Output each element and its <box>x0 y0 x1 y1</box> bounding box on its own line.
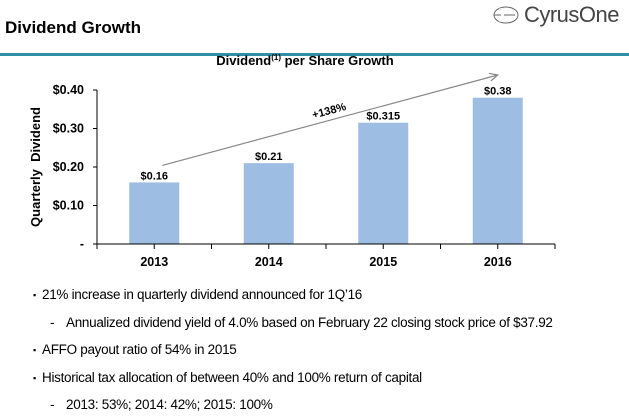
bullet-text: AFFO payout ratio of 54% in 2015 <box>42 342 237 357</box>
dividend-bar-chart: Dividend(1) per Share Growth Quarterly D… <box>28 53 556 269</box>
logo-text: CyrusOne <box>523 2 620 27</box>
bullet-text: Historical tax allocation of between 40%… <box>42 369 422 385</box>
data-label: $0.38 <box>484 86 512 98</box>
x-tick-label: 2014 <box>255 255 283 269</box>
chart-title: Dividend(1) per Share Growth <box>216 53 393 68</box>
bullet-text: 2013: 53%; 2014: 42%; 2015: 100% <box>66 397 273 412</box>
y-tick-label: - <box>80 237 84 251</box>
growth-annotation: +138% <box>311 101 348 122</box>
sub-bullet-item: - Annualized dividend yield of 4.0% based… <box>50 314 553 330</box>
bullet-marker: - <box>50 314 55 330</box>
y-tick-label: $0.20 <box>53 160 84 174</box>
y-tick-label: $0.40 <box>53 83 84 97</box>
data-label: $0.315 <box>366 111 400 123</box>
data-label: $0.21 <box>255 151 283 163</box>
header-rule <box>0 53 629 56</box>
y-axis-label: Quarterly Dividend <box>28 107 43 227</box>
bullet-marker: ▪ <box>33 290 36 300</box>
bullet-text: 21% increase in quarterly dividend annou… <box>42 287 363 302</box>
cyrusone-logo: CyrusOne <box>491 2 620 28</box>
bullet-text: Annualized dividend yield of 4.0% based … <box>66 314 553 330</box>
globe-logo-icon <box>493 6 519 24</box>
bar-2014 <box>243 163 294 244</box>
sub-bullet-item: -2013: 53%; 2014: 42%; 2015: 100% <box>50 397 273 412</box>
bullet-marker: ▪ <box>33 345 36 355</box>
x-tick-label: 2016 <box>484 255 512 269</box>
bar-2016 <box>472 97 523 244</box>
bullet-marker: ▪ <box>33 372 36 383</box>
arrow-head-icon <box>488 72 500 82</box>
bar-2013 <box>129 182 180 244</box>
bullet-item: ▪ 21% increase in quarterly dividend anno… <box>33 287 363 302</box>
bar-2015 <box>358 122 409 244</box>
y-tick-label: $0.10 <box>53 199 84 213</box>
x-tick-label: 2013 <box>140 255 168 269</box>
bullet-item: ▪ AFFO payout ratio of 54% in 2015 <box>33 342 237 357</box>
x-tick-label: 2015 <box>369 255 397 269</box>
page-title: Dividend Growth <box>5 18 141 37</box>
bullet-marker: - <box>50 397 55 412</box>
bullet-item: ▪ Historical tax allocation of between 40… <box>33 369 422 385</box>
y-tick-label: $0.30 <box>53 122 84 136</box>
growth-arrow <box>162 74 498 166</box>
data-label: $0.16 <box>140 170 168 182</box>
